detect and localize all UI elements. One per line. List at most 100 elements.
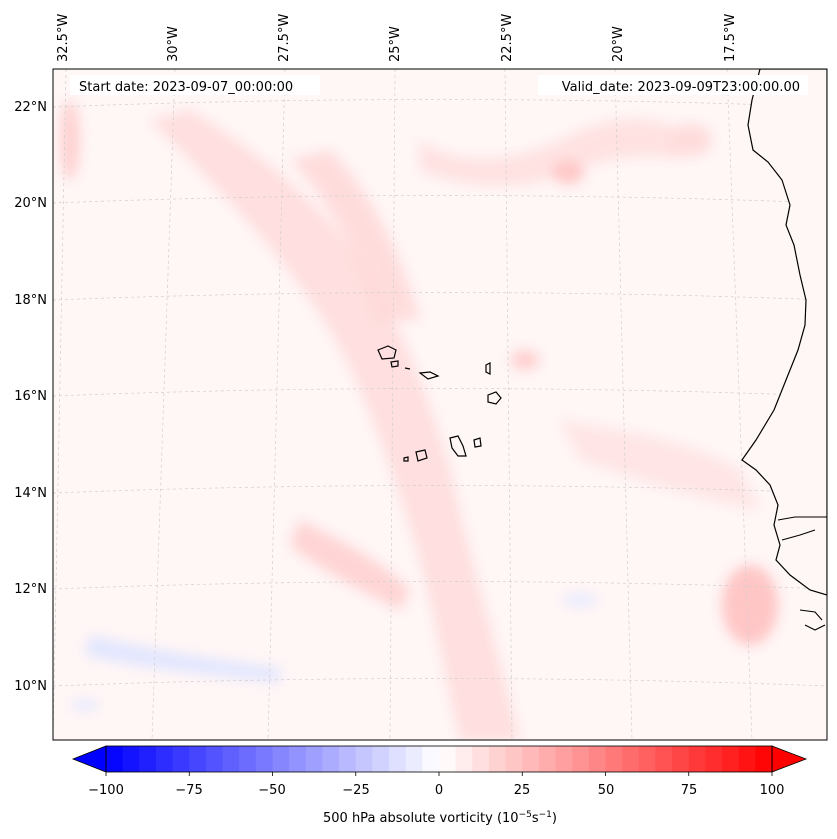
- map-frame: [52, 68, 828, 741]
- african-coastline: [741, 69, 827, 596]
- island-sal: [485, 362, 491, 375]
- colorbar-cell: [255, 746, 273, 772]
- lat-label: 10°N: [14, 679, 47, 694]
- colorbar-cell: [488, 746, 506, 772]
- vorticity-cell-positive: [722, 565, 778, 645]
- colorbar-tick-label: 75: [681, 783, 698, 798]
- colorbar-cell: [339, 746, 357, 772]
- colorbar-cell: [272, 746, 290, 772]
- colorbar-cell: [705, 746, 723, 772]
- colorbar-cell: [389, 746, 407, 772]
- colorbar-cell: [355, 746, 373, 772]
- colorbar-cell: [322, 746, 340, 772]
- vorticity-cell-positive: [668, 124, 712, 156]
- colorbar-cell: [555, 746, 573, 772]
- island-sao-nicolau: [418, 371, 440, 380]
- colorbar-cell: [289, 746, 307, 772]
- colorbar-tick-label: 50: [598, 783, 615, 798]
- vorticity-band-positive: [150, 110, 520, 740]
- lat-label: 18°N: [14, 293, 47, 308]
- graticule: [53, 69, 827, 740]
- island-fogo: [415, 449, 428, 462]
- colorbar-cell: [189, 746, 207, 772]
- colorbar-tick-label: −25: [342, 783, 369, 798]
- colorbar-cell: [622, 746, 640, 772]
- colorbar-cell: [522, 746, 540, 772]
- island-boa-vista: [487, 391, 502, 405]
- island-sao-vicente: [390, 360, 399, 368]
- colorbar-tick-label: 100: [760, 783, 785, 798]
- vorticity-band-positive: [420, 119, 680, 186]
- colorbar-cell: [439, 746, 457, 772]
- colorbar-tick-label: −50: [258, 783, 285, 798]
- vorticity-band-negative: [85, 635, 280, 682]
- colorbar-cell: [372, 746, 390, 772]
- vorticity-cell-negative: [562, 594, 598, 606]
- colorbar-cell: [205, 746, 223, 772]
- lon-label: 30°W: [166, 26, 181, 62]
- colorbar-cell: [106, 746, 124, 772]
- colorbar-tick-label: −100: [88, 783, 124, 798]
- valid-date-box: [538, 75, 808, 95]
- island-brava: [403, 456, 409, 462]
- colorbar-cell: [239, 746, 257, 772]
- map-panel: Start date: 2023-09-07_00:00:00 Valid_da…: [14, 14, 828, 741]
- colorbar-cell: [472, 746, 490, 772]
- colorbar-cell: [755, 746, 773, 772]
- colorbar-cells: [106, 746, 773, 772]
- colorbar-cell: [405, 746, 423, 772]
- colorbar-tick-label: 25: [514, 783, 531, 798]
- lat-label: 16°N: [14, 389, 47, 404]
- start-date: Start date: 2023-09-07_00:00:00: [79, 80, 293, 95]
- island-maio: [473, 437, 482, 448]
- lat-label: 14°N: [14, 486, 47, 501]
- vorticity-cell-positive: [60, 100, 80, 180]
- lat-label: 22°N: [14, 100, 47, 115]
- colorbar-cell: [122, 746, 140, 772]
- vorticity-field: [53, 69, 827, 740]
- vorticity-band-positive: [560, 420, 760, 510]
- lon-label: 22.5°W: [500, 14, 515, 62]
- colorbar-cell: [655, 746, 673, 772]
- colorbar-cell: [688, 746, 706, 772]
- lon-label: 25°W: [388, 26, 403, 62]
- colorbar-cell: [422, 746, 440, 772]
- colorbar-tick-label: −75: [175, 783, 202, 798]
- colorbar-cell: [605, 746, 623, 772]
- lon-label: 27.5°W: [277, 14, 292, 62]
- colorbar-label: 500 hPa absolute vorticity (10−5s−1): [323, 810, 557, 826]
- colorbar-extend-low: [71, 745, 107, 773]
- start-date-box: [70, 75, 320, 95]
- latitude-labels: 22°N 20°N 18°N 16°N 14°N 12°N 10°N: [14, 100, 47, 694]
- colorbar-cell: [738, 746, 756, 772]
- cape-verde-islands: [377, 345, 502, 462]
- colorbar-cell: [305, 746, 323, 772]
- colorbar-cell: [139, 746, 157, 772]
- african-coastline-detail: [777, 516, 827, 631]
- vorticity-cell-negative: [71, 700, 99, 710]
- lon-label: 32.5°W: [56, 14, 71, 62]
- valid-date: Valid_date: 2023-09-09T23:00:00.00: [562, 80, 800, 95]
- colorbar-cell: [672, 746, 690, 772]
- colorbar-cell: [172, 746, 190, 772]
- colorbar-cell: [638, 746, 656, 772]
- colorbar: −100 −75 −50 −25 0 25 50 75 100 500 hPa …: [71, 745, 808, 826]
- colorbar-tick-label: 0: [435, 783, 443, 798]
- lon-label: 20°W: [611, 26, 626, 62]
- colorbar-cell: [505, 746, 523, 772]
- colorbar-cell: [222, 746, 240, 772]
- colorbar-cell: [455, 746, 473, 772]
- longitude-labels: 32.5°W 30°W 27.5°W 25°W 22.5°W 20°W 17.5…: [56, 14, 738, 62]
- lon-label: 17.5°W: [723, 14, 738, 62]
- island-santiago: [449, 435, 467, 457]
- colorbar-cell: [722, 746, 740, 772]
- colorbar-cell: [538, 746, 556, 772]
- vorticity-cell-positive: [511, 350, 539, 370]
- colorbar-tickmarks: [105, 772, 773, 776]
- colorbar-cell: [572, 746, 590, 772]
- lat-label: 12°N: [14, 582, 47, 597]
- colorbar-extend-high: [771, 745, 808, 773]
- vorticity-band-positive: [290, 520, 410, 610]
- vorticity-cell-positive: [552, 160, 584, 184]
